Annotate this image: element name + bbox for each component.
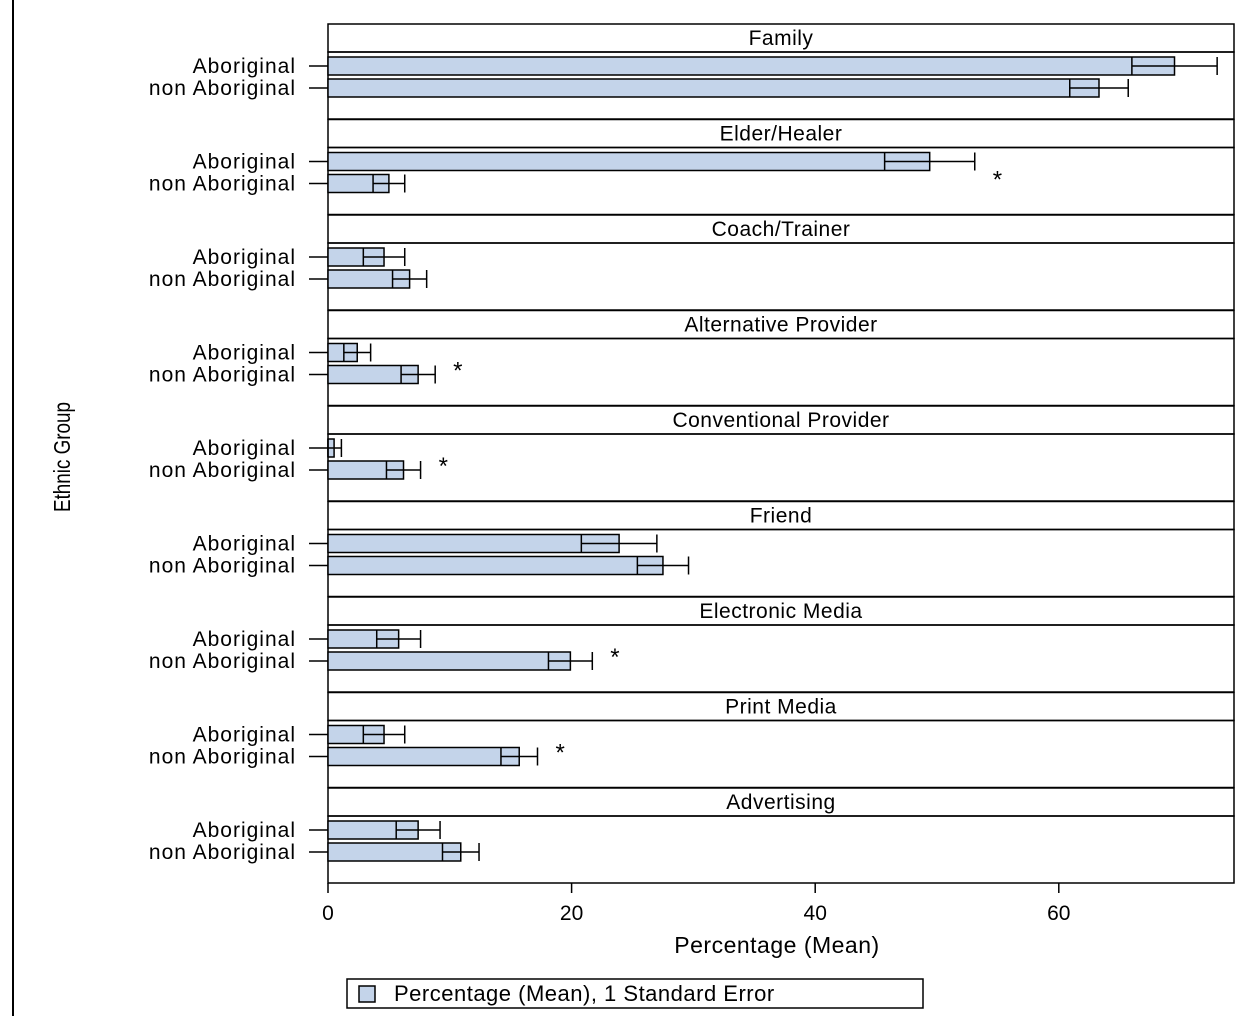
y-tick-label: non Aboriginal	[149, 650, 296, 673]
y-tick-label: Aboriginal	[193, 55, 296, 78]
y-tick-label: Aboriginal	[193, 151, 296, 174]
y-tick-label: non Aboriginal	[149, 746, 296, 769]
panel-title: Advertising	[726, 791, 835, 814]
significance-marker: *	[993, 167, 1002, 194]
x-tick-label: 0	[322, 902, 334, 925]
y-tick-label: non Aboriginal	[149, 364, 296, 387]
x-tick-label: 20	[560, 902, 583, 925]
y-tick-label: Aboriginal	[193, 246, 296, 269]
y-tick-label: Aboriginal	[193, 533, 296, 556]
panel-title: Conventional Provider	[672, 409, 889, 432]
panel-title: Coach/Trainer	[712, 218, 851, 241]
bar	[327, 842, 462, 862]
y-tick-label: Aboriginal	[193, 437, 296, 460]
y-tick-label: non Aboriginal	[149, 268, 296, 291]
panel-header	[327, 309, 1235, 340]
bar	[327, 56, 1176, 76]
x-tick-label: 60	[1047, 902, 1070, 925]
legend-box	[346, 978, 924, 1009]
panel-header	[327, 405, 1235, 435]
x-tick-label: 40	[804, 902, 827, 925]
bar	[327, 78, 1100, 98]
y-tick-label: Aboriginal	[193, 819, 296, 842]
significance-marker: *	[453, 358, 462, 385]
panel-title: Electronic Media	[699, 600, 862, 623]
bar	[327, 746, 520, 767]
y-tick-label: Aboriginal	[193, 342, 296, 365]
significance-marker: *	[555, 740, 564, 767]
legend-label: Percentage (Mean), 1 Standard Error	[394, 981, 775, 1006]
x-axis-title: Percentage (Mean)	[674, 932, 879, 958]
bar	[327, 651, 572, 671]
y-tick-label: Aboriginal	[193, 724, 296, 747]
panel-body	[327, 242, 1235, 311]
panel-title: Elder/Healer	[720, 123, 843, 146]
panel-body	[327, 337, 1235, 407]
bar	[327, 533, 620, 554]
panel-header	[327, 691, 1235, 722]
y-tick-label: non Aboriginal	[149, 77, 296, 100]
y-tick-label: non Aboriginal	[149, 459, 296, 482]
significance-marker: *	[439, 453, 448, 480]
y-tick-label: non Aboriginal	[149, 841, 296, 864]
y-tick-label: non Aboriginal	[149, 173, 296, 196]
panel-title: Alternative Provider	[684, 314, 877, 337]
panel-header	[327, 500, 1235, 531]
y-axis-title: Ethnic Group	[50, 402, 75, 512]
y-tick-label: non Aboriginal	[149, 555, 296, 578]
panel-title: Print Media	[725, 696, 837, 719]
bar	[327, 555, 664, 576]
bar	[327, 151, 931, 172]
panel-title: Family	[749, 27, 814, 50]
legend-swatch	[358, 985, 376, 1003]
panel-header	[327, 787, 1235, 817]
y-tick-label: Aboriginal	[193, 628, 296, 651]
panel-title: Friend	[750, 505, 813, 528]
panel-body	[327, 433, 1235, 502]
panel-body	[327, 815, 1235, 884]
significance-marker: *	[610, 644, 619, 671]
chart-frame	[12, 0, 1248, 1016]
